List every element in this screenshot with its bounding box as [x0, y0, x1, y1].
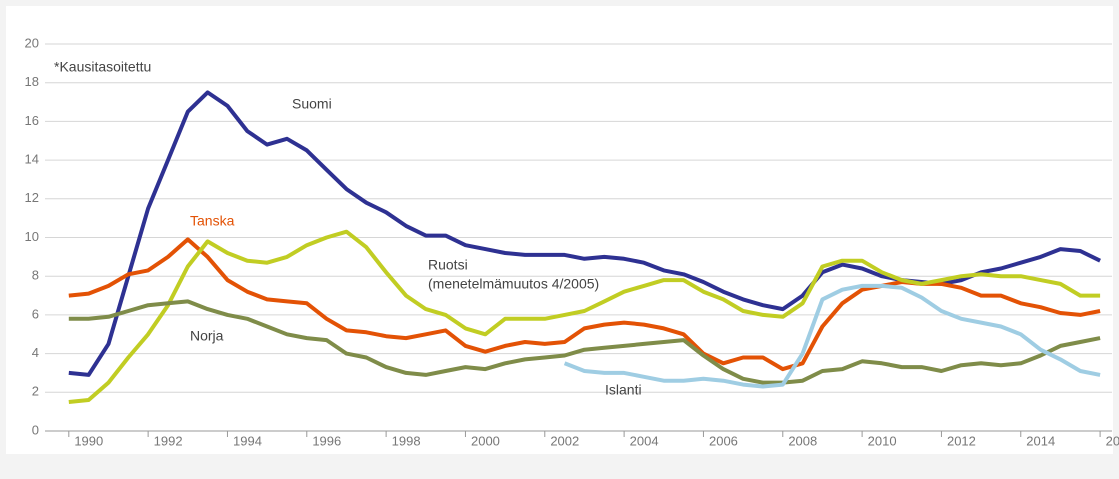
- series-label: Norja: [190, 328, 224, 344]
- series-label: Tanska: [190, 213, 235, 229]
- series-label: Suomi: [292, 96, 332, 112]
- x-tick-label: 1990: [74, 433, 103, 448]
- x-tick-label: 2014: [1026, 433, 1055, 448]
- y-tick-label: 6: [32, 306, 39, 321]
- y-tick-label: 20: [25, 35, 39, 50]
- y-tick-label: 16: [25, 113, 39, 128]
- x-tick-label: 1998: [392, 433, 421, 448]
- x-tick-label: 2006: [709, 433, 738, 448]
- series-label: Ruotsi: [428, 257, 468, 273]
- y-tick-label: 4: [32, 345, 39, 360]
- x-tick-label: 2002: [550, 433, 579, 448]
- y-tick-label: 14: [25, 152, 39, 167]
- x-tick-label: 2000: [471, 433, 500, 448]
- x-tick-label: 1994: [233, 433, 262, 448]
- x-tick-label: 2016: [1106, 433, 1119, 448]
- series-line: [563, 283, 1101, 389]
- x-tick-label: 1992: [154, 433, 183, 448]
- x-tick-label: 2012: [947, 433, 976, 448]
- y-tick-label: 0: [32, 422, 39, 437]
- y-tick-label: 8: [32, 268, 39, 283]
- series-label: Islanti: [605, 382, 642, 398]
- annotation: *Kausitasoitettu: [54, 59, 151, 75]
- y-tick-label: 10: [25, 229, 39, 244]
- y-tick-label: 2: [32, 384, 39, 399]
- series-line: [68, 229, 1101, 404]
- series-note: (menetelmämuutos 4/2005): [428, 276, 599, 292]
- x-tick-label: 2004: [630, 433, 659, 448]
- y-tick-label: 18: [25, 74, 39, 89]
- x-tick-label: 2008: [788, 433, 817, 448]
- series-line: [68, 299, 1101, 385]
- y-tick-label: 12: [25, 190, 39, 205]
- plot-background: [6, 6, 1113, 454]
- x-tick-label: 2010: [868, 433, 897, 448]
- x-tick-label: 1996: [312, 433, 341, 448]
